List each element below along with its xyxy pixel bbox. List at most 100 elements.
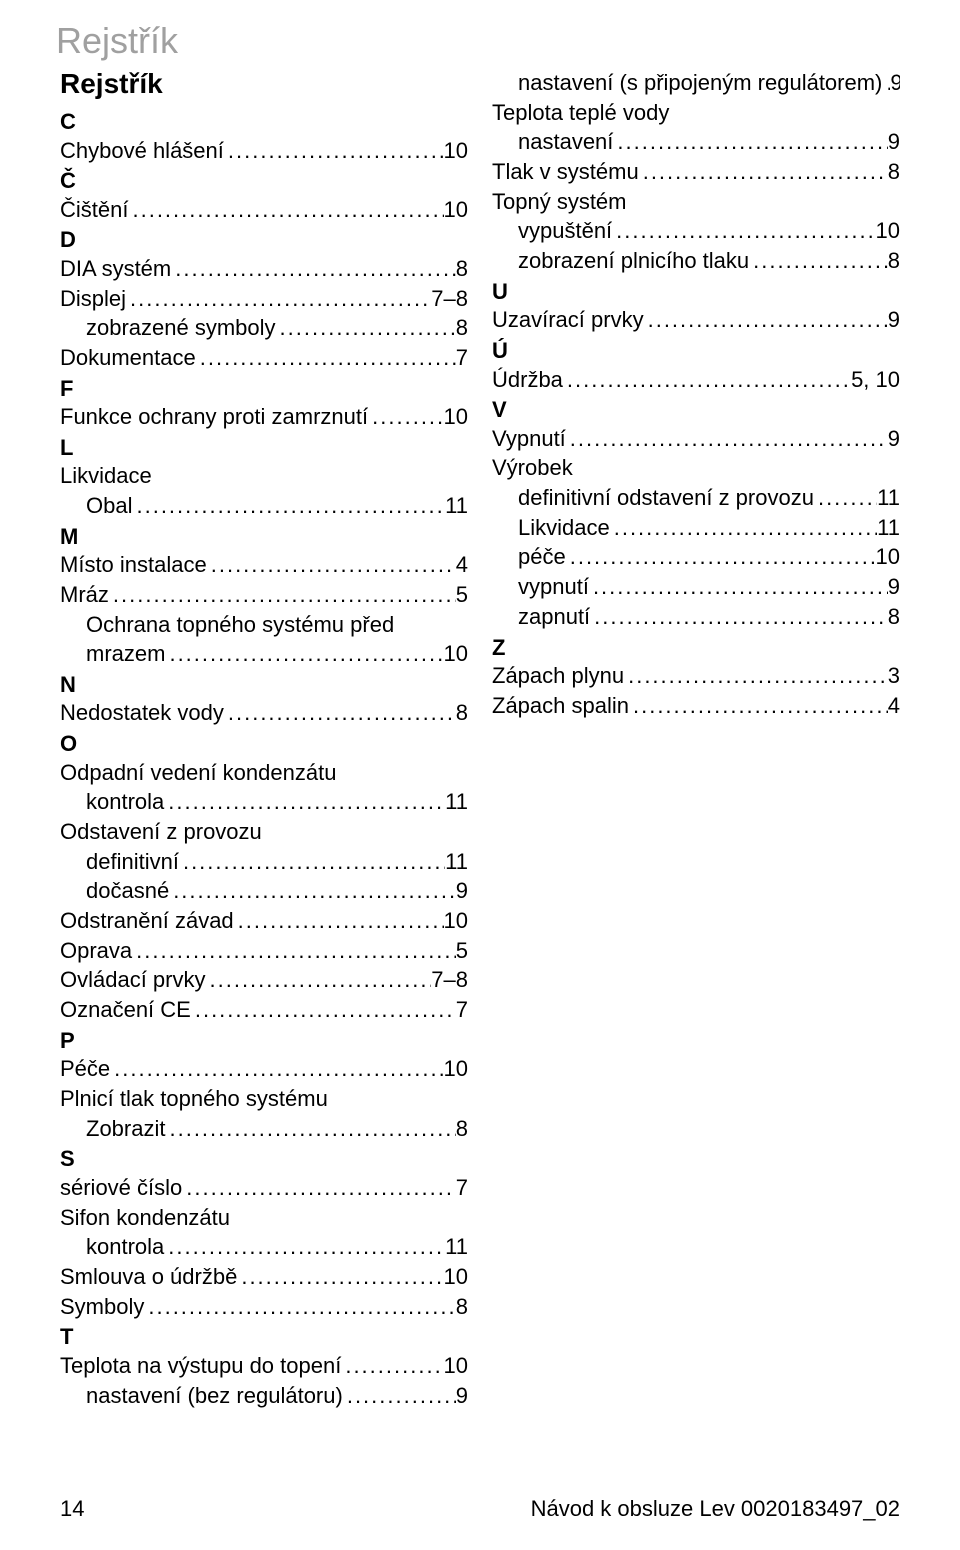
leader-dots xyxy=(343,1381,456,1411)
entry-page: 10 xyxy=(876,542,900,572)
index-entry: zapnutí 8 xyxy=(492,602,900,632)
entry-label: Symboly xyxy=(60,1292,144,1322)
entry-label: vypuštění xyxy=(518,216,612,246)
index-entry: Topný systém xyxy=(492,187,900,217)
index-entry: Displej7–8 xyxy=(60,284,468,314)
leader-dots xyxy=(629,691,888,721)
entry-label: Zápach plynu xyxy=(492,661,624,691)
leader-dots xyxy=(234,906,444,936)
index-entry: Funkce ochrany proti zamrznutí10 xyxy=(60,402,468,432)
entry-page: 7 xyxy=(456,995,468,1025)
index-letter: N xyxy=(60,671,468,699)
index-letter: O xyxy=(60,730,468,758)
entry-label: Výrobek xyxy=(492,453,573,483)
leader-dots xyxy=(589,572,888,602)
index-entry: Péče10 xyxy=(60,1054,468,1084)
leader-dots xyxy=(341,1351,443,1381)
entry-label: Likvidace xyxy=(518,513,610,543)
leader-dots xyxy=(171,254,456,284)
index-entry: Oprava5 xyxy=(60,936,468,966)
index-letter: F xyxy=(60,375,468,403)
index-letter: T xyxy=(60,1323,468,1351)
index-entry: Výrobek xyxy=(492,453,900,483)
entry-label: nastavení (bez regulátoru) xyxy=(86,1381,343,1411)
leader-dots xyxy=(109,580,456,610)
index-entry: definitivní11 xyxy=(60,847,468,877)
leader-dots xyxy=(612,216,875,246)
entry-page: 10 xyxy=(444,402,468,432)
leader-dots xyxy=(128,195,443,225)
index-entry: Zápach spalin4 xyxy=(492,691,900,721)
leader-dots xyxy=(224,698,456,728)
entry-page: 11 xyxy=(877,483,900,513)
leader-dots xyxy=(169,876,456,906)
entry-page: 8 xyxy=(888,157,900,187)
index-letter: L xyxy=(60,434,468,462)
leader-dots xyxy=(132,491,445,521)
entry-page: 8 xyxy=(888,246,900,276)
index-entry: kontrola11 xyxy=(60,787,468,817)
leader-dots xyxy=(224,136,444,166)
entry-page: 11 xyxy=(445,1232,468,1262)
leader-dots xyxy=(191,995,456,1025)
index-entry: Místo instalace4 xyxy=(60,550,468,580)
index-letter: V xyxy=(492,396,900,424)
entry-label: Ovládací prvky xyxy=(60,965,206,995)
entry-page: 7–8 xyxy=(431,284,468,314)
index-entry: Plnicí tlak topného systému xyxy=(60,1084,468,1114)
leader-dots xyxy=(590,602,888,632)
leader-dots xyxy=(563,365,851,395)
index-entry: Smlouva o údržbě10 xyxy=(60,1262,468,1292)
leader-dots xyxy=(613,127,887,157)
index-entry: nastavení (bez regulátoru) 9 xyxy=(60,1381,468,1411)
entry-label: Teplota na výstupu do topení xyxy=(60,1351,341,1381)
index-entry: nastavení (s připojeným regulátorem) 9 xyxy=(492,68,900,98)
entry-page: 7 xyxy=(456,1173,468,1203)
index-entry: vypuštění10 xyxy=(492,216,900,246)
index-entry: Likvidace xyxy=(60,461,468,491)
entry-page: 8 xyxy=(888,602,900,632)
entry-label: Teplota teplé vody xyxy=(492,98,669,128)
index-entry: zobrazení plnicího tlaku 8 xyxy=(492,246,900,276)
entry-page: 8 xyxy=(456,1114,468,1144)
entry-page: 9 xyxy=(456,1381,468,1411)
leader-dots xyxy=(207,550,456,580)
index-entry: vypnutí 9 xyxy=(492,572,900,602)
index-entry: mrazem10 xyxy=(60,639,468,669)
index-entry: Symboly8 xyxy=(60,1292,468,1322)
entry-label: Smlouva o údržbě xyxy=(60,1262,237,1292)
index-entry: Ochrana topného systému před xyxy=(60,610,468,640)
entry-label: Ochrana topného systému před xyxy=(86,610,394,640)
leader-dots xyxy=(144,1292,455,1322)
entry-label: Označení CE xyxy=(60,995,191,1025)
entry-label: vypnutí xyxy=(518,572,589,602)
entry-page: 9 xyxy=(890,68,900,98)
index-entry: Označení CE 7 xyxy=(60,995,468,1025)
entry-page: 9 xyxy=(888,572,900,602)
index-entry: kontrola11 xyxy=(60,1232,468,1262)
entry-label: zobrazení plnicího tlaku xyxy=(518,246,749,276)
entry-page: 11 xyxy=(445,491,468,521)
entry-label: zapnutí xyxy=(518,602,590,632)
entry-label: Odpadní vedení kondenzátu xyxy=(60,758,336,788)
leader-dots xyxy=(237,1262,443,1292)
entry-label: definitivní xyxy=(86,847,179,877)
page-header: Rejstřík xyxy=(56,20,900,62)
index-letter: Ú xyxy=(492,337,900,365)
entry-label: Zápach spalin xyxy=(492,691,629,721)
entry-page: 5 xyxy=(456,936,468,966)
entry-label: nastavení xyxy=(518,127,613,157)
index-entry: Údržba5, 10 xyxy=(492,365,900,395)
entry-page: 7 xyxy=(456,343,468,373)
index-entry: Čištění10 xyxy=(60,195,468,225)
leader-dots xyxy=(179,847,445,877)
entry-label: Dokumentace xyxy=(60,343,196,373)
entry-label: Péče xyxy=(60,1054,110,1084)
entry-label: Odstavení z provozu xyxy=(60,817,262,847)
entry-page: 4 xyxy=(456,550,468,580)
entry-label: Uzavírací prvky xyxy=(492,305,644,335)
entry-label: Obal xyxy=(86,491,132,521)
entry-label: Plnicí tlak topného systému xyxy=(60,1084,328,1114)
entry-label: nastavení (s připojeným regulátorem) xyxy=(518,68,882,98)
leader-dots xyxy=(196,343,456,373)
